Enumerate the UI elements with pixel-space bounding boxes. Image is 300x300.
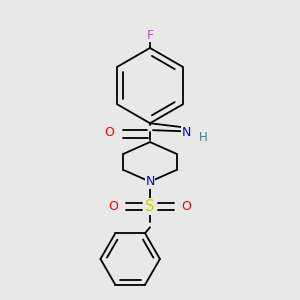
Text: S: S — [145, 199, 155, 214]
Text: N: N — [145, 175, 155, 188]
Text: H: H — [199, 130, 208, 144]
Text: O: O — [104, 126, 114, 139]
Text: O: O — [182, 200, 192, 213]
Text: O: O — [108, 200, 118, 213]
Text: N: N — [182, 126, 191, 139]
Text: F: F — [146, 28, 154, 42]
